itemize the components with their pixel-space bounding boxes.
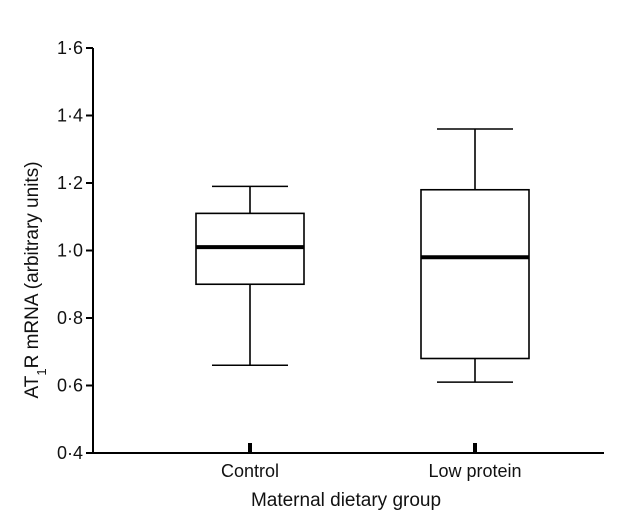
interquartile-box	[420, 188, 530, 360]
y-axis-title-subscript: 1	[34, 368, 49, 375]
x-tick-label: Low protein	[428, 461, 521, 481]
x-axis: Control Low protein	[93, 443, 604, 481]
box-plots	[195, 128, 530, 383]
box-plot-low-protein	[420, 128, 530, 383]
x-axis-title: Maternal dietary group	[251, 490, 441, 511]
y-axis-title-part-1: AT	[22, 375, 43, 398]
y-axis-title-part-2: R mRNA (arbitrary units)	[22, 161, 43, 368]
y-tick-label: 0·8	[57, 308, 83, 328]
box-plot-control	[195, 185, 305, 367]
y-tick-label: 0·6	[57, 376, 83, 396]
x-tick-label: Control	[221, 461, 279, 481]
y-tick-label: 1·4	[57, 106, 83, 126]
y-tick-label: 1·0	[57, 241, 83, 261]
y-tick-label: 1·6	[57, 38, 83, 58]
y-tick-label: 0·4	[57, 443, 83, 463]
y-axis: 0·4 0·6 0·8 1·0 1·2 1·4 1·6	[57, 38, 94, 463]
y-axis-title: AT1R mRNA (arbitrary units)	[22, 161, 49, 398]
y-tick-label: 1·2	[57, 173, 83, 193]
